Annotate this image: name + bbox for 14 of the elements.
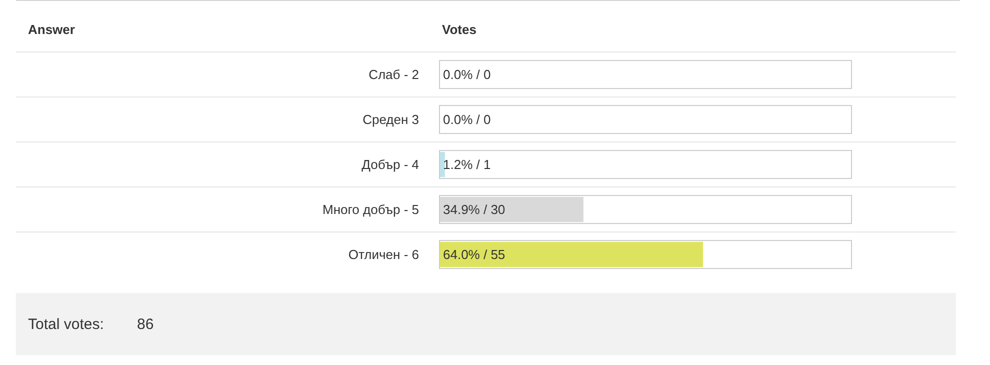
data-label: 0.0% / 0 <box>443 112 491 127</box>
y-tick-label: Добър - 4 <box>362 157 419 172</box>
text: Answer <box>28 22 75 37</box>
data-label: 1.2% / 1 <box>443 157 491 172</box>
text: 86 <box>137 316 154 333</box>
y-tick-label: Слаб - 2 <box>368 67 419 82</box>
text: Votes <box>442 22 476 37</box>
data-label: 64.0% / 55 <box>443 247 506 262</box>
y-tick-label: Много добър - 5 <box>322 202 419 218</box>
text: Total votes: <box>28 316 104 333</box>
y-tick-label: Отличен - 6 <box>348 247 419 262</box>
y-tick-label: Среден 3 <box>362 112 419 128</box>
data-label: 0.0% / 0 <box>443 67 491 82</box>
data-label: 34.9% / 30 <box>443 202 506 217</box>
